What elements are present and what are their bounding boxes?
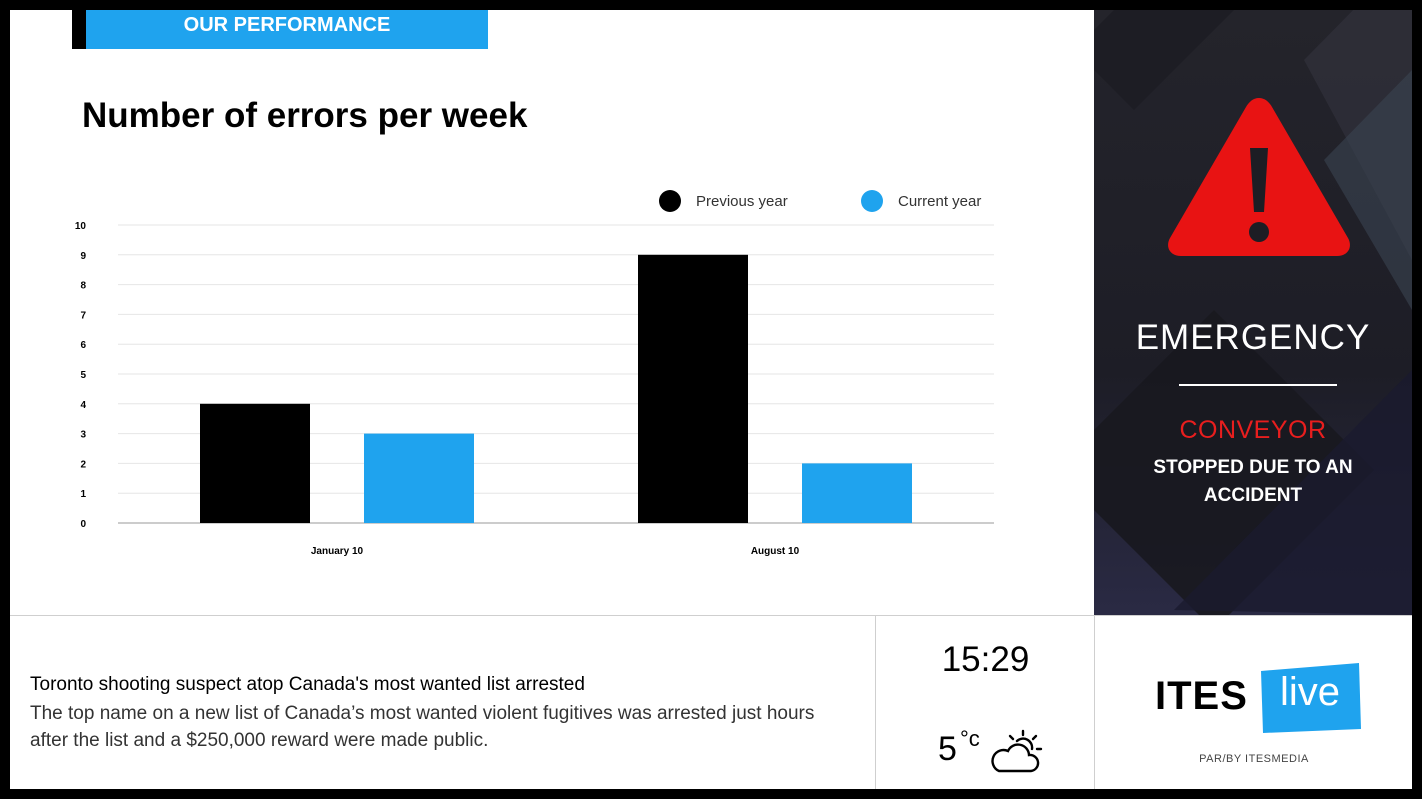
y-tick-label: 10 xyxy=(75,221,87,232)
signage-frame: OUR PERFORMANCE Number of errors per wee… xyxy=(10,10,1412,789)
clock-time: 15:29 xyxy=(941,640,1030,679)
y-tick-label: 4 xyxy=(80,400,86,411)
section-tab-background xyxy=(86,10,488,49)
y-tick-label: 1 xyxy=(80,489,86,500)
bar xyxy=(200,403,310,523)
emergency-title: EMERGENCY xyxy=(1135,318,1371,357)
y-tick-label: 3 xyxy=(80,430,86,441)
errors-bar-chart: 0 1 2 3 4 5 6 7 8 9 10 January 10 August 10 Previous … xyxy=(75,190,994,557)
section-tab: OUR PERFORMANCE xyxy=(72,10,488,49)
x-tick-label: January 10 xyxy=(311,546,364,557)
performance-panel: OUR PERFORMANCE Number of errors per wee… xyxy=(10,10,1094,615)
emergency-subject: CONVEYOR xyxy=(1179,416,1327,444)
brand-logo-live: live xyxy=(1279,670,1341,714)
emergency-panel: EMERGENCY CONVEYOR STOPPED DUE TO AN ACC… xyxy=(1094,10,1412,615)
weather-unit: °c xyxy=(960,726,980,751)
section-tab-label: OUR PERFORMANCE xyxy=(183,14,391,36)
clock-widget: 15:29 xyxy=(875,615,1095,706)
news-headline: Toronto shooting suspect atop Canada's m… xyxy=(30,674,585,695)
brand-logo-badge xyxy=(1261,663,1361,733)
chart-title: Number of errors per week xyxy=(82,96,528,135)
y-tick-label: 9 xyxy=(80,251,86,262)
partly-cloudy-icon xyxy=(991,729,1043,773)
legend-label: Previous year xyxy=(696,193,788,210)
x-tick-label: August 10 xyxy=(751,546,800,557)
legend-label: Current year xyxy=(898,193,981,210)
legend-marker xyxy=(861,190,883,212)
y-tick-label: 0 xyxy=(80,519,86,530)
bar xyxy=(364,433,474,523)
news-ticker: Toronto shooting suspect atop Canada's m… xyxy=(10,615,875,789)
y-tick-label: 6 xyxy=(80,340,86,351)
brand-widget: ITES live PAR/BY ITESMEDIA xyxy=(1094,615,1412,789)
weather-widget: 5 °c xyxy=(875,704,1095,789)
emergency-divider xyxy=(1179,384,1337,386)
background-pattern xyxy=(1094,10,1412,615)
warning-triangle-icon xyxy=(1168,98,1350,256)
emergency-description: STOPPED DUE TO AN ACCIDENT xyxy=(1153,457,1353,506)
y-tick-label: 5 xyxy=(80,370,86,381)
brand-logo-text: ITES xyxy=(1155,674,1248,718)
section-tab-accent xyxy=(72,10,86,49)
y-tick-label: 8 xyxy=(80,281,86,292)
weather-temperature: 5 xyxy=(938,730,957,768)
bar xyxy=(638,254,748,524)
bar xyxy=(802,463,912,523)
y-tick-label: 7 xyxy=(80,310,86,321)
news-summary: The top name on a new list of Canada’s m… xyxy=(30,703,815,751)
y-tick-label: 2 xyxy=(80,459,86,470)
legend-marker xyxy=(659,190,681,212)
brand-tagline: PAR/BY ITESMEDIA xyxy=(1199,753,1309,765)
